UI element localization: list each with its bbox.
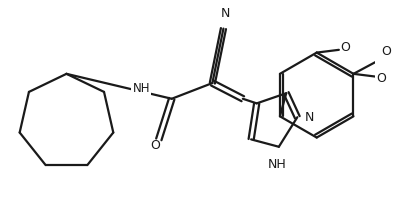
Text: N: N [304,111,313,124]
Text: O: O [376,72,386,85]
Text: NH: NH [267,158,286,171]
Text: N: N [220,7,229,20]
Text: NH: NH [132,82,150,95]
Text: O: O [380,45,390,58]
Text: O: O [339,41,349,55]
Text: O: O [150,139,160,152]
Text: O: O [403,48,405,58]
